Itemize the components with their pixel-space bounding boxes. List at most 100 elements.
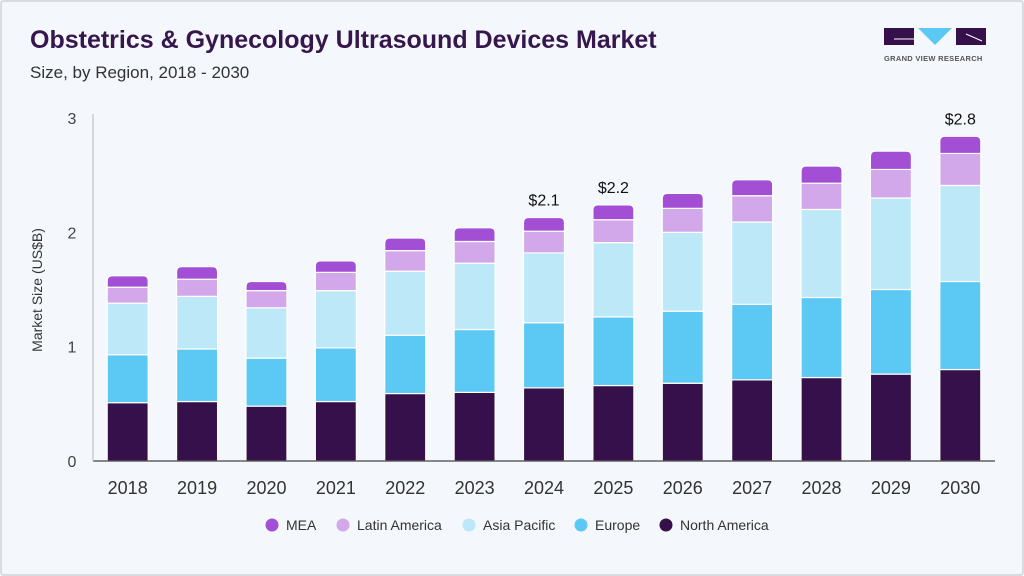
bar-segment-europe [592, 316, 635, 387]
bar-segment-latin-america [175, 278, 219, 297]
x-tick-label: 2024 [524, 478, 564, 498]
bar-segment-latin-america [314, 271, 357, 292]
bar-segment-latin-america [661, 207, 704, 233]
bar-segment-mea [453, 227, 496, 243]
bar-segment-mea [175, 266, 219, 280]
bar-stack-2019 [175, 266, 219, 462]
bar-segment-north-america [939, 368, 982, 462]
bar-segment-europe [175, 348, 219, 403]
bar-segment-mea [314, 260, 357, 273]
legend-label: North America [680, 517, 769, 533]
bar-segment-north-america [314, 400, 357, 462]
total-data-label: $2.1 [528, 192, 559, 209]
y-axis-label: Market Size (US$B) [29, 228, 45, 352]
x-tick-label: 2018 [108, 478, 148, 498]
logo-mark-icon [884, 28, 986, 45]
y-tick-label: 1 [68, 340, 77, 357]
y-tick-label: 3 [68, 111, 77, 128]
x-tick-label: 2025 [593, 478, 633, 498]
bar-stack-2018 [106, 275, 149, 462]
bar-segment-europe [800, 296, 843, 379]
bar-segment-europe [661, 310, 704, 384]
legend-item-mea: MEA [265, 517, 317, 533]
bar-segment-latin-america [939, 152, 982, 187]
bar-segment-north-america [869, 373, 913, 462]
bar-stack-2030 [939, 135, 982, 462]
bar-segment-asia-pacific [522, 252, 566, 324]
bar-stack-2029 [869, 150, 913, 462]
bar-segment-north-america [592, 384, 635, 462]
bar-segment-latin-america [384, 250, 427, 272]
bar-segment-asia-pacific [661, 231, 704, 312]
bar-segment-asia-pacific [869, 197, 913, 291]
bar-segment-asia-pacific [175, 295, 219, 350]
bar-stack-2027 [731, 179, 774, 462]
bar-segment-europe [939, 280, 982, 371]
x-tick-label: 2021 [316, 478, 356, 498]
x-tick-label: 2028 [802, 478, 842, 498]
bar-segment-europe [106, 354, 149, 404]
bar-segment-north-america [800, 376, 843, 462]
legend-item-north-america: North America [659, 517, 769, 533]
total-data-label: $2.8 [945, 111, 976, 128]
bar-segment-mea [800, 165, 843, 184]
bar-segment-asia-pacific [314, 290, 357, 349]
legend-swatch-icon [574, 518, 588, 532]
x-tick-label: 2030 [940, 478, 980, 498]
bar-segment-latin-america [106, 286, 149, 304]
bar-stack-2024 [522, 216, 566, 462]
bar-segment-europe [245, 357, 288, 407]
bar-segment-asia-pacific [592, 242, 635, 318]
bar-segment-mea [245, 280, 288, 292]
grand-view-research-logo: GRAND VIEW RESEARCH [884, 28, 986, 63]
bar-segment-asia-pacific [939, 184, 982, 283]
legend-label: MEA [286, 517, 317, 533]
legend-item-asia-pacific: Asia Pacific [462, 517, 555, 533]
bar-segment-europe [384, 334, 427, 395]
bar-segment-asia-pacific [453, 262, 496, 331]
y-tick-label: 0 [68, 454, 77, 471]
bar-segment-latin-america [453, 240, 496, 264]
bar-segment-north-america [731, 379, 774, 462]
bar-segment-north-america [106, 402, 149, 462]
legend-label: Latin America [357, 517, 442, 533]
bar-segment-north-america [453, 391, 496, 462]
legend-item-latin-america: Latin America [336, 517, 442, 533]
bar-segment-mea [661, 192, 704, 209]
bar-segment-asia-pacific [245, 307, 288, 359]
x-tick-label: 2029 [871, 478, 911, 498]
legend-swatch-icon [265, 518, 279, 532]
bar-segment-mea [592, 204, 635, 221]
bar-segment-europe [869, 288, 913, 375]
bar-segment-latin-america [731, 195, 774, 223]
legend-label: Europe [595, 517, 640, 533]
chart-title: Obstetrics & Gynecology Ultrasound Devic… [30, 26, 657, 54]
x-tick-label: 2020 [246, 478, 286, 498]
bar-stack-2020 [245, 280, 288, 462]
chart-subtitle: Size, by Region, 2018 - 2030 [30, 63, 250, 82]
bar-stack-2023 [453, 227, 496, 462]
bar-segment-mea [384, 237, 427, 252]
bar-segment-mea [869, 150, 913, 171]
bar-segment-europe [453, 328, 496, 393]
bar-stack-2021 [314, 260, 357, 462]
bar-segment-north-america [522, 387, 566, 462]
bar-segment-europe [314, 347, 357, 403]
bar-segment-asia-pacific [800, 208, 843, 299]
bar-segment-mea [939, 135, 982, 155]
bar-segment-north-america [384, 392, 427, 462]
legend-label: Asia Pacific [483, 517, 555, 533]
x-tick-label: 2026 [663, 478, 703, 498]
logo-text: GRAND VIEW RESEARCH [884, 54, 983, 63]
bar-segment-europe [522, 322, 566, 389]
x-tick-label: 2019 [177, 478, 217, 498]
bar-stack-2026 [661, 192, 704, 462]
bar-segment-asia-pacific [731, 221, 774, 305]
legend-item-europe: Europe [574, 517, 640, 533]
x-tick-label: 2023 [455, 478, 495, 498]
bar-segment-europe [731, 303, 774, 381]
bar-stack-2028 [800, 165, 843, 462]
bar-segment-latin-america [522, 230, 566, 254]
